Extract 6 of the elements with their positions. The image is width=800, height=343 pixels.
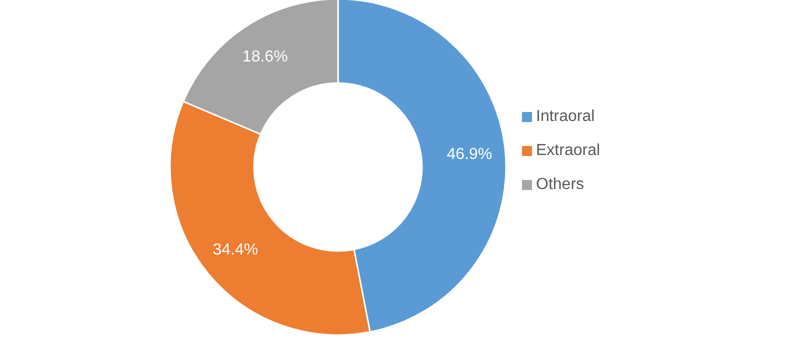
data-label: 18.6% bbox=[242, 48, 288, 66]
data-label: 46.9% bbox=[446, 146, 492, 163]
data-label: 34.4% bbox=[212, 242, 258, 259]
legend-label: Extraoral bbox=[536, 141, 600, 161]
legend-label: Intraoral bbox=[536, 107, 595, 127]
legend-label: Others bbox=[536, 175, 584, 195]
